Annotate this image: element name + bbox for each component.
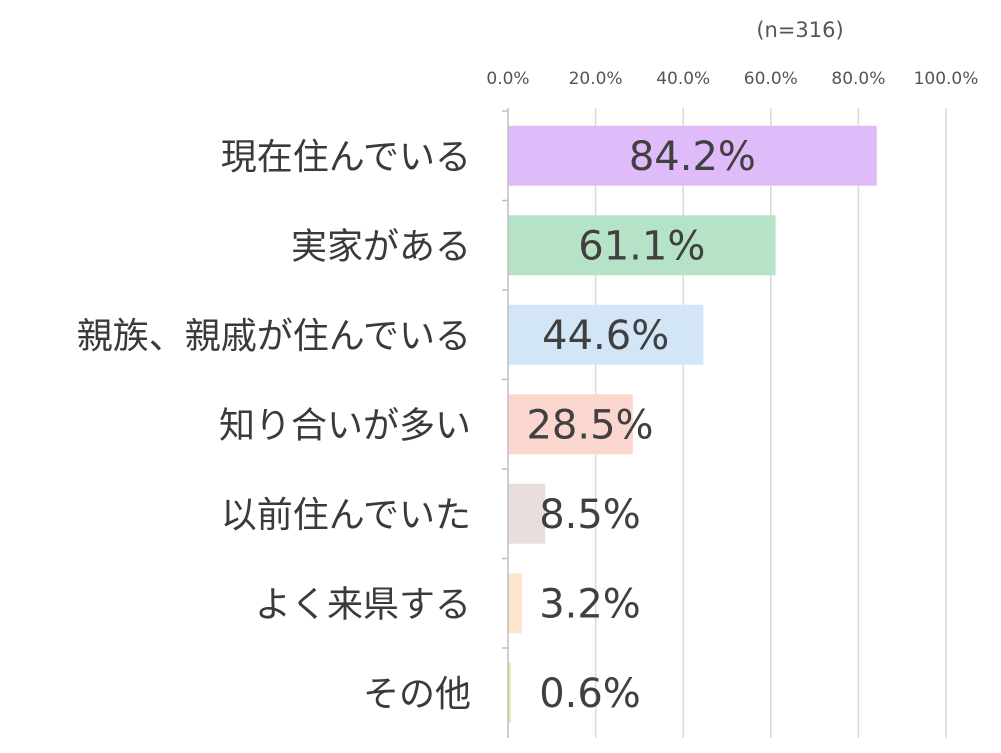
data-labels: 84.2% 61.1% 44.6% 28.5% 8.5% 3.2% 0.6%	[526, 134, 755, 717]
data-label: 84.2%	[629, 134, 756, 180]
sample-size-note: (n=316)	[756, 18, 843, 42]
category-labels: 現在住んでいる実家がある親族、親戚が住んでいる知り合いが多い以前住んでいたよく来…	[77, 137, 471, 715]
bar	[508, 304, 704, 365]
category-label: よく来県する	[255, 584, 471, 625]
category-label: 以前住んでいた	[221, 495, 471, 536]
data-label: 61.1%	[578, 223, 705, 269]
x-tick-label: 100.0%	[914, 69, 979, 89]
x-axis-tick-labels: 0.0% 20.0% 40.0% 60.0% 80.0% 100.0%	[486, 69, 978, 89]
category-label: その他	[363, 674, 471, 715]
bar	[508, 573, 523, 634]
x-tick-label: 60.0%	[744, 69, 798, 89]
category-label: 親族、親戚が住んでいる	[77, 316, 471, 357]
x-tick-label: 40.0%	[656, 69, 710, 89]
category-label: 実家がある	[291, 226, 471, 267]
x-tick-label: 80.0%	[831, 69, 885, 89]
data-label: 44.6%	[542, 313, 669, 359]
bar	[508, 394, 633, 455]
bar	[508, 483, 546, 544]
bar	[508, 125, 877, 186]
data-label: 8.5%	[539, 492, 641, 538]
bars	[508, 125, 877, 723]
x-tick-label: 20.0%	[569, 69, 623, 89]
bar	[508, 662, 511, 723]
x-tick-label: 0.0%	[486, 69, 529, 89]
data-label: 0.6%	[539, 671, 641, 717]
category-label: 知り合いが多い	[219, 405, 471, 446]
bar	[508, 215, 776, 276]
gridlines	[502, 108, 947, 738]
data-label: 28.5%	[526, 402, 653, 448]
data-label: 3.2%	[539, 581, 641, 627]
category-label: 現在住んでいる	[221, 137, 471, 178]
